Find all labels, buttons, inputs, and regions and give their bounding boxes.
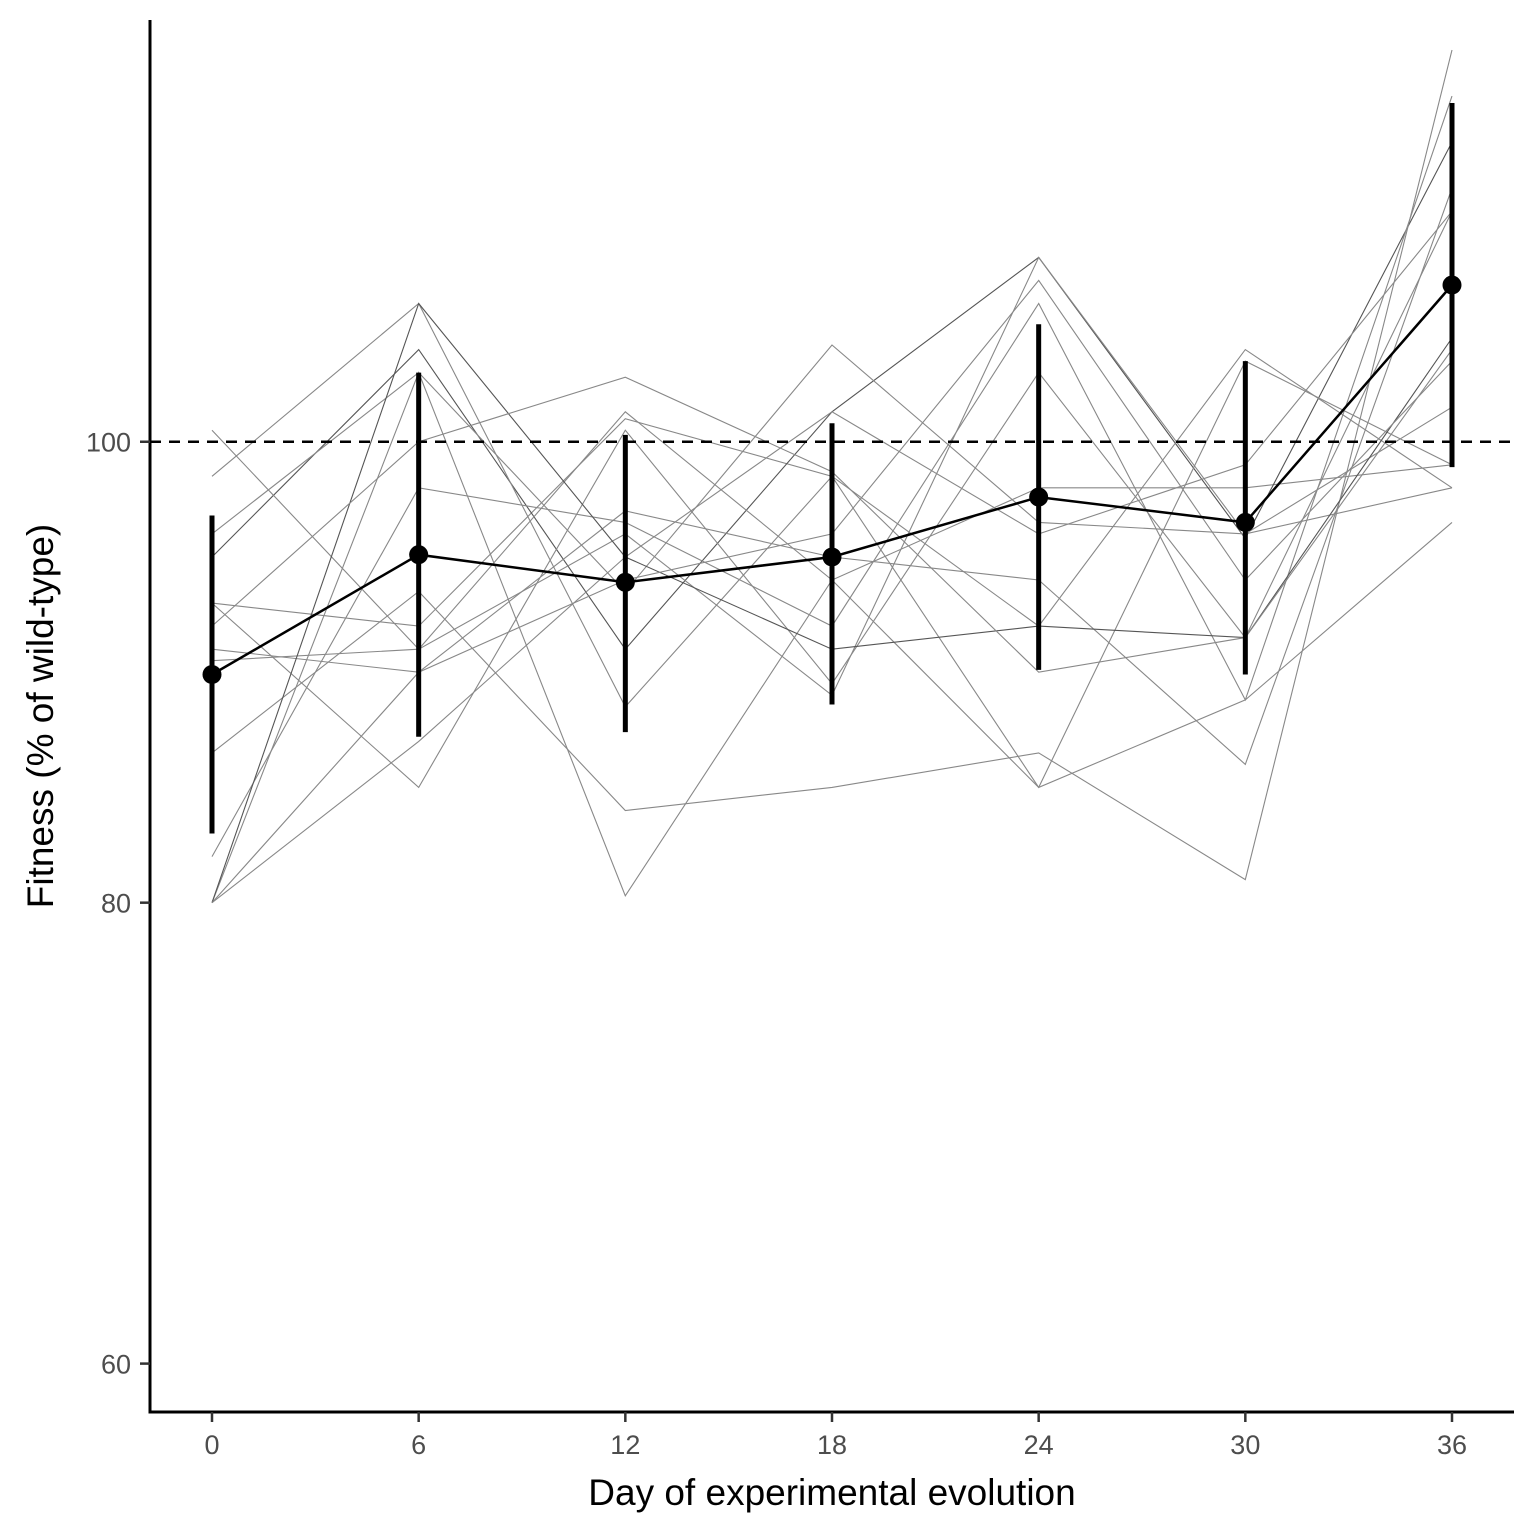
x-tick-label-18: 18	[817, 1430, 847, 1460]
mean-point-day-36	[1442, 275, 1462, 295]
x-tick-label-30: 30	[1230, 1430, 1260, 1460]
error-bars	[209, 102, 1455, 834]
y-axis-title: Fitness (% of wild-type)	[20, 524, 61, 909]
mean-point-day-0	[202, 665, 222, 685]
x-axis-ticks: 0 6 12 18 24 30 36	[204, 1412, 1467, 1460]
mean-point-day-30	[1235, 512, 1255, 532]
x-tick-label-6: 6	[411, 1430, 426, 1460]
mean-point-day-18	[822, 547, 842, 567]
mean-points	[202, 275, 1462, 685]
mean-point-day-24	[1029, 487, 1049, 507]
mean-point-day-12	[615, 572, 635, 592]
x-tick-label-12: 12	[610, 1430, 640, 1460]
y-tick-label-80: 80	[101, 889, 131, 919]
y-tick-label-100: 100	[86, 428, 131, 458]
y-axis-ticks: 60 80 100	[86, 428, 150, 1380]
x-axis-title: Day of experimental evolution	[588, 1472, 1075, 1513]
mean-point-day-6	[409, 545, 429, 565]
x-tick-label-0: 0	[204, 1430, 219, 1460]
x-tick-label-24: 24	[1024, 1430, 1054, 1460]
x-tick-label-36: 36	[1437, 1430, 1467, 1460]
y-tick-label-60: 60	[101, 1350, 131, 1380]
